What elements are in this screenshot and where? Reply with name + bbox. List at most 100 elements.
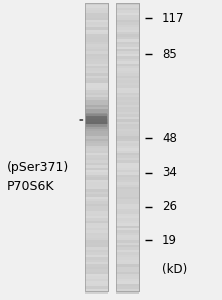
Bar — [85, 289, 108, 291]
Bar — [85, 13, 108, 15]
Bar — [116, 151, 139, 153]
Bar — [85, 3, 108, 291]
Bar — [116, 211, 139, 214]
Bar — [116, 73, 139, 76]
Bar — [85, 277, 108, 279]
Bar — [85, 223, 108, 226]
Bar — [116, 245, 139, 248]
Bar — [116, 76, 139, 78]
Bar — [85, 269, 108, 272]
Bar — [116, 30, 139, 32]
Bar — [116, 39, 139, 42]
Bar — [116, 136, 139, 139]
Bar — [85, 139, 108, 141]
Bar — [116, 56, 139, 59]
Bar — [116, 281, 139, 284]
Bar — [116, 177, 139, 180]
Bar — [116, 51, 139, 54]
Bar — [116, 102, 139, 105]
Bar — [85, 42, 108, 44]
Text: (pSer371): (pSer371) — [7, 161, 69, 175]
Bar — [85, 3, 108, 291]
Bar — [85, 226, 108, 228]
Bar — [85, 107, 108, 110]
Bar — [85, 260, 108, 262]
Bar — [85, 279, 108, 281]
Text: 85: 85 — [162, 47, 177, 61]
Bar — [116, 110, 139, 112]
Bar — [85, 105, 108, 107]
Bar — [85, 230, 108, 233]
Bar — [85, 248, 108, 250]
Bar — [116, 122, 139, 124]
Bar — [85, 204, 108, 206]
Bar — [85, 54, 108, 56]
Bar — [116, 233, 139, 236]
Bar — [85, 61, 108, 64]
Bar — [116, 192, 139, 194]
Bar — [85, 170, 108, 172]
Bar — [85, 8, 108, 11]
Bar — [85, 264, 108, 267]
Bar — [85, 146, 108, 148]
Bar — [116, 90, 139, 93]
Bar — [116, 155, 139, 158]
Bar — [116, 218, 139, 221]
Bar — [85, 68, 108, 71]
Bar — [85, 252, 108, 255]
Bar — [116, 95, 139, 98]
Bar — [116, 3, 139, 5]
Bar — [85, 284, 108, 286]
Bar — [116, 107, 139, 110]
Bar — [85, 15, 108, 18]
Bar — [85, 90, 108, 93]
Bar — [116, 260, 139, 262]
Bar — [116, 214, 139, 216]
Bar — [116, 284, 139, 286]
Bar — [116, 255, 139, 257]
Bar — [116, 175, 139, 177]
Bar — [116, 209, 139, 211]
Bar — [85, 238, 108, 240]
Bar — [116, 274, 139, 277]
Bar — [116, 131, 139, 134]
Bar — [116, 257, 139, 260]
Bar — [116, 153, 139, 156]
Bar — [85, 114, 108, 117]
Bar — [116, 196, 139, 199]
Bar — [116, 22, 139, 25]
Bar — [85, 187, 108, 190]
Bar — [85, 22, 108, 25]
Bar — [116, 71, 139, 73]
Bar — [85, 92, 108, 95]
Bar — [85, 131, 108, 134]
Bar — [116, 160, 139, 163]
Bar — [85, 100, 108, 102]
Bar — [116, 226, 139, 228]
Text: 117: 117 — [162, 11, 184, 25]
Bar — [116, 78, 139, 80]
Bar — [116, 42, 139, 44]
Bar — [116, 32, 139, 34]
Bar — [85, 30, 108, 32]
Bar — [116, 168, 139, 170]
Bar — [116, 182, 139, 184]
Bar — [116, 223, 139, 226]
Bar — [85, 88, 108, 90]
Bar — [85, 155, 108, 158]
Bar — [116, 216, 139, 218]
Bar — [116, 92, 139, 95]
Bar — [85, 189, 108, 192]
Bar — [85, 177, 108, 180]
Bar — [116, 202, 139, 204]
Bar — [85, 151, 108, 153]
Bar — [85, 202, 108, 204]
Bar — [85, 163, 108, 165]
Bar — [85, 56, 108, 59]
Bar — [116, 187, 139, 190]
Bar — [85, 124, 108, 127]
Bar — [85, 218, 108, 221]
Bar — [85, 158, 108, 160]
Bar — [85, 27, 108, 30]
Bar — [116, 15, 139, 18]
